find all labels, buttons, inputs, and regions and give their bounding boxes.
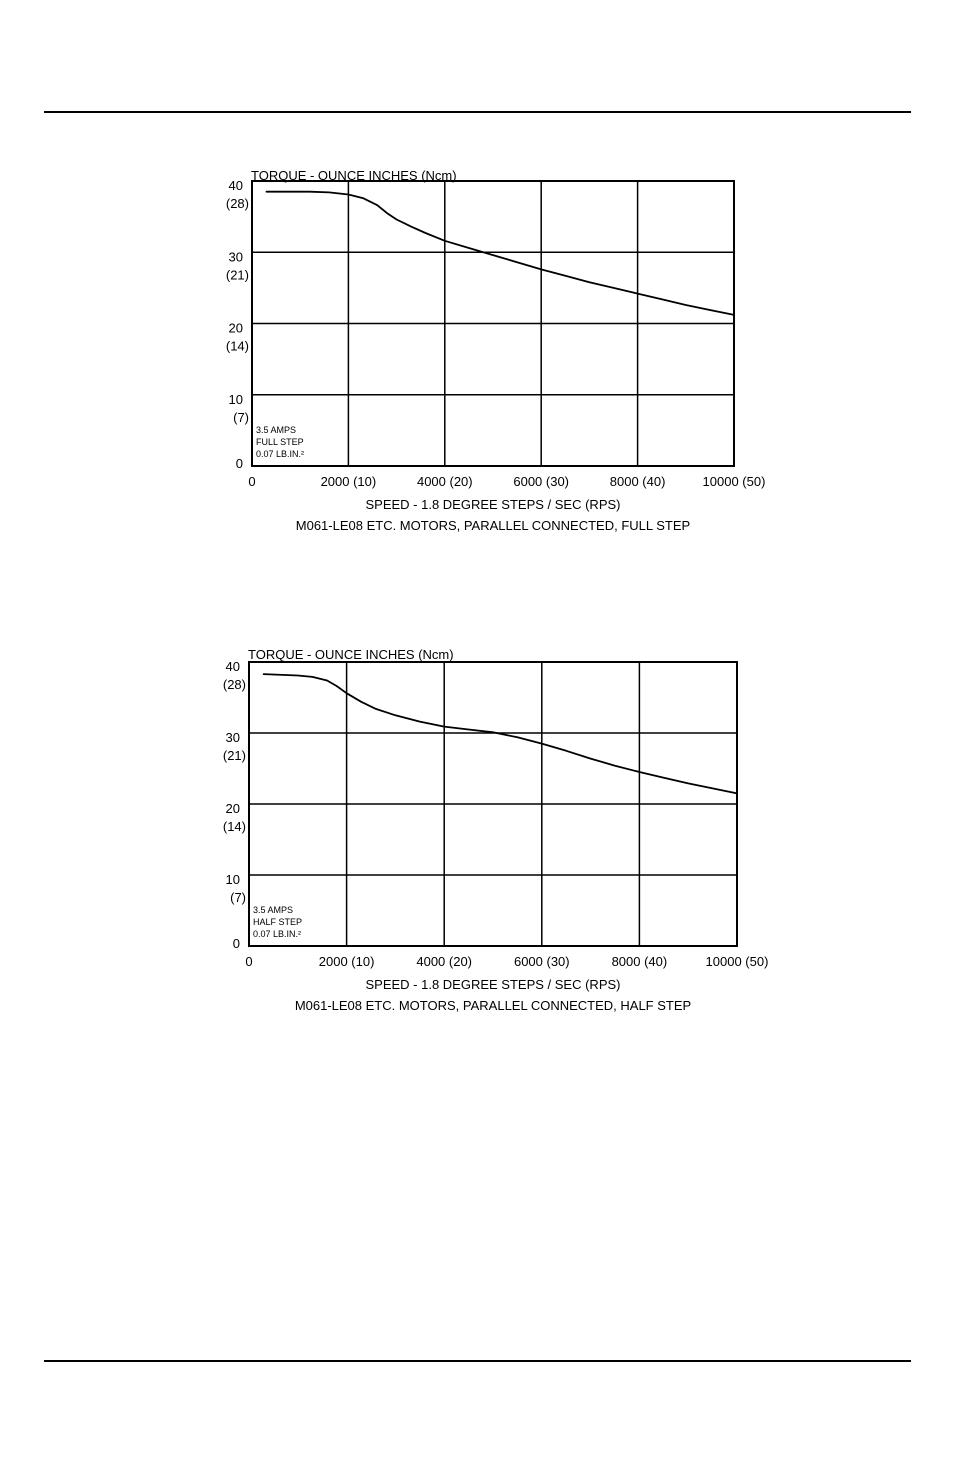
y-tick-label: 30 — [229, 249, 243, 264]
plot-frame — [251, 180, 735, 467]
x-tick-label: 10000 (50) — [706, 954, 769, 969]
top-rule — [44, 111, 911, 113]
y-tick-sublabel: (21) — [226, 267, 249, 282]
chart-title: TORQUE - OUNCE INCHES (Ncm) — [248, 647, 454, 662]
y-tick-sublabel: (28) — [223, 677, 246, 692]
plot-frame — [248, 661, 738, 947]
y-tick-sublabel: (14) — [226, 339, 249, 354]
x-tick-label: 4000 (20) — [416, 954, 472, 969]
torque-curve — [265, 190, 735, 316]
chart-caption: M061-LE08 ETC. MOTORS, PARALLEL CONNECTE… — [296, 518, 690, 533]
chart-title: TORQUE - OUNCE INCHES (Ncm) — [251, 168, 457, 183]
y-tick-label: 40 — [229, 178, 243, 193]
y-tick-label: 0 — [236, 456, 243, 471]
half-step-torque-chart: TORQUE - OUNCE INCHES (Ncm) 40 (28) 30 (21) 2… — [223, 647, 769, 1013]
annotation-line: 0.07 LB.IN.² — [253, 929, 301, 939]
y-tick-sublabel: (7) — [230, 890, 246, 905]
y-tick-sublabel: (7) — [233, 410, 249, 425]
bottom-rule — [44, 1360, 911, 1362]
annotation-line: 3.5 AMPS — [253, 905, 293, 915]
x-axis-label: SPEED - 1.8 DEGREE STEPS / SEC (RPS) — [365, 497, 620, 512]
x-tick-label: 10000 (50) — [703, 474, 766, 489]
x-axis-label: SPEED - 1.8 DEGREE STEPS / SEC (RPS) — [365, 977, 620, 992]
y-tick-label: 10 — [226, 872, 240, 887]
y-tick-label: 20 — [226, 801, 240, 816]
y-tick-label: 10 — [229, 392, 243, 407]
y-tick-sublabel: (21) — [223, 748, 246, 763]
y-tick-label: 40 — [226, 659, 240, 674]
x-tick-label: 4000 (20) — [417, 474, 473, 489]
y-tick-label: 30 — [226, 730, 240, 745]
annotation-line: FULL STEP — [256, 437, 304, 447]
x-tick-label: 6000 (30) — [513, 474, 569, 489]
x-tick-label: 2000 (10) — [319, 954, 375, 969]
torque-curve — [262, 673, 738, 795]
x-tick-label: 0 — [248, 474, 255, 489]
y-tick-label: 20 — [229, 321, 243, 336]
annotation-line: 0.07 LB.IN.² — [256, 449, 304, 459]
annotation-line: HALF STEP — [253, 917, 302, 927]
x-tick-label: 0 — [245, 954, 252, 969]
x-tick-label: 2000 (10) — [321, 474, 377, 489]
annotation-line: 3.5 AMPS — [256, 425, 296, 435]
chart-caption: M061-LE08 ETC. MOTORS, PARALLEL CONNECTE… — [295, 998, 691, 1013]
y-tick-sublabel: (28) — [226, 196, 249, 211]
x-tick-label: 8000 (40) — [610, 474, 666, 489]
full-step-torque-chart: TORQUE - OUNCE INCHES (Ncm) 40 (28) 30 (21) 2… — [226, 168, 766, 533]
y-tick-label: 0 — [233, 936, 240, 951]
x-tick-label: 8000 (40) — [612, 954, 668, 969]
x-tick-label: 6000 (30) — [514, 954, 570, 969]
y-tick-sublabel: (14) — [223, 819, 246, 834]
